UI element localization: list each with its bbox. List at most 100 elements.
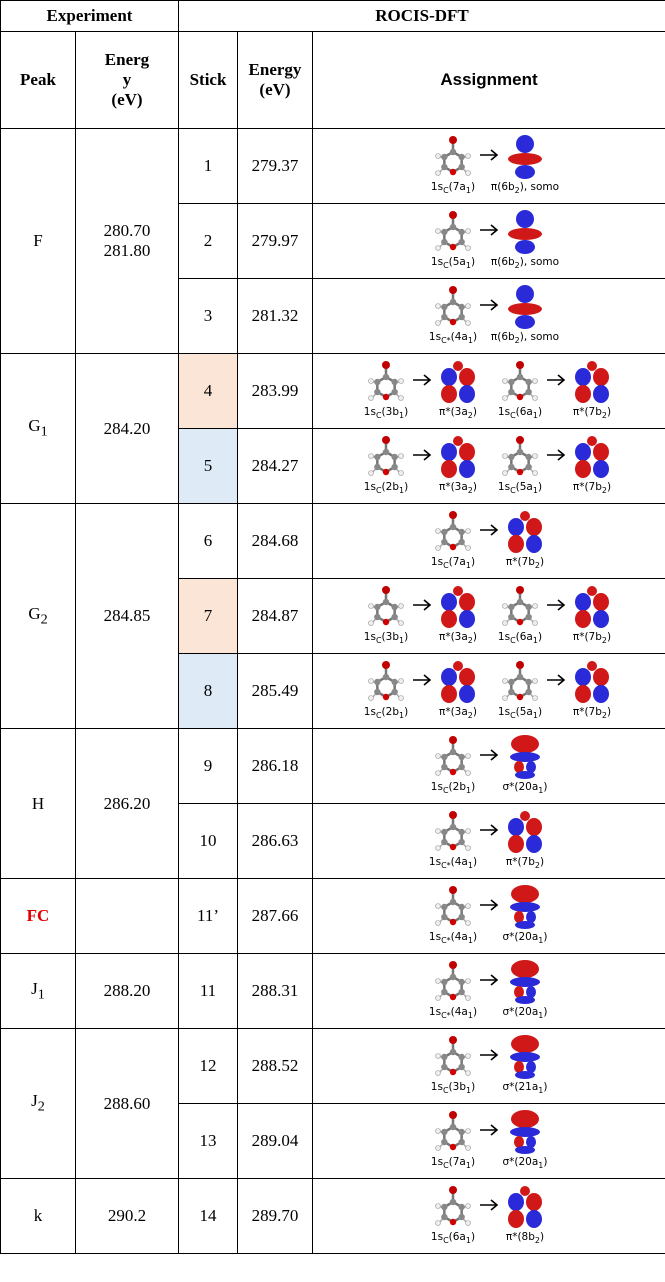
atom xyxy=(517,374,523,380)
acceptor: π*(7b2) xyxy=(500,810,550,872)
atom xyxy=(450,974,456,980)
acceptor: π*(7b2) xyxy=(567,360,617,422)
acceptor-label: σ*(20a1) xyxy=(503,781,548,797)
calc-energy-cell: 284.68 xyxy=(238,504,313,579)
table-row: G2284.856284.681sC(7a1)π*(7b2) xyxy=(1,504,665,579)
calc-energy-cell: 288.31 xyxy=(238,954,313,1029)
hydrogen xyxy=(466,845,471,850)
label-part: ) xyxy=(540,1231,544,1243)
label-part: 1s xyxy=(498,406,510,418)
hydrogen xyxy=(436,245,441,250)
stick-cell: 4 xyxy=(179,354,238,429)
label-part: C* xyxy=(441,861,451,870)
atom xyxy=(508,464,514,470)
transition: 1sC(2b1) π*(3a2) xyxy=(361,435,483,497)
atom xyxy=(508,614,514,620)
atom xyxy=(458,829,464,835)
donor-label: 1sC*(4a1) xyxy=(429,1006,477,1022)
molecule xyxy=(431,885,475,931)
arrow xyxy=(478,1047,500,1063)
lobe xyxy=(520,811,530,821)
orbital xyxy=(436,360,480,406)
hydrogen xyxy=(466,828,471,833)
lobe xyxy=(508,303,542,315)
assignment-cell: 1sC(3b1)σ*(21a1) xyxy=(313,1029,665,1104)
label-part: (4a xyxy=(451,856,468,868)
atom xyxy=(458,529,464,535)
label-part: ) xyxy=(471,1156,475,1168)
hydrogen xyxy=(436,995,441,1000)
lobe xyxy=(587,586,597,596)
atom xyxy=(458,914,464,920)
assignment-cell: 1sC*(4a1)σ*(20a1) xyxy=(313,879,665,954)
acceptor-label: π*(8b2) xyxy=(506,1231,544,1247)
label-part: (2b xyxy=(382,481,399,493)
hydrogen xyxy=(533,453,538,458)
exp-energy-cell: 280.70281.80 xyxy=(76,129,179,354)
lobe xyxy=(441,685,457,703)
lobe xyxy=(515,921,535,929)
lobe xyxy=(515,1146,535,1154)
orbital xyxy=(503,735,547,781)
hydrogen xyxy=(436,153,441,158)
donor-label: 1sC(3b1) xyxy=(364,631,408,647)
hydrogen xyxy=(466,1145,471,1150)
label-part: ) xyxy=(404,481,408,493)
atom xyxy=(441,539,447,545)
atom xyxy=(450,844,456,850)
label-part: 1s xyxy=(364,406,376,418)
lobe xyxy=(508,153,542,165)
label-part: 1s xyxy=(431,556,443,568)
label-part: 1s xyxy=(431,1156,443,1168)
label-part: 1s xyxy=(498,706,510,718)
donor: 1sC*(4a1) xyxy=(428,960,478,1022)
exp-energy: 284.20 xyxy=(76,419,178,439)
column-header: Peak xyxy=(1,32,76,129)
lobe xyxy=(520,1186,530,1196)
lobe xyxy=(459,593,475,611)
lobe xyxy=(575,460,591,478)
atom xyxy=(458,1054,464,1060)
label-part: ) xyxy=(543,931,547,943)
molecule xyxy=(364,585,408,631)
hydrogen xyxy=(503,395,508,400)
atom xyxy=(525,389,531,395)
lobe xyxy=(441,443,457,461)
assignment-cell: 1sC*(4a1)π*(7b2) xyxy=(313,804,665,879)
label-part: (6a xyxy=(516,631,533,643)
acceptor: π*(3a2) xyxy=(433,435,483,497)
hydrogen xyxy=(466,320,471,325)
atom xyxy=(450,1144,456,1150)
label-part: (3b xyxy=(382,631,399,643)
hydrogen xyxy=(466,170,471,175)
hydrogen xyxy=(533,603,538,608)
lobe xyxy=(441,593,457,611)
calc-energy-cell: 289.04 xyxy=(238,1104,313,1179)
lobe xyxy=(526,818,542,836)
acceptor: σ*(20a1) xyxy=(500,960,550,1022)
donor: 1sC(5a1) xyxy=(495,660,545,722)
label-part: ), somo xyxy=(520,181,559,193)
label-part: 1s xyxy=(498,631,510,643)
label-part: ) xyxy=(473,1006,477,1018)
lobe xyxy=(516,210,534,228)
donor: 1sC(2b1) xyxy=(361,435,411,497)
label-part: C* xyxy=(441,1011,451,1020)
lobe xyxy=(593,443,609,461)
atom xyxy=(508,379,514,385)
peak-label: 1 xyxy=(41,424,48,440)
label-part: π*(7b xyxy=(573,406,602,418)
orbital xyxy=(570,360,614,406)
stick-cell: 12 xyxy=(179,1029,238,1104)
atom xyxy=(374,604,380,610)
atom xyxy=(441,314,447,320)
lobe xyxy=(526,835,542,853)
table-row: k290.214289.701sC(6a1)π*(8b2) xyxy=(1,1179,665,1254)
atom xyxy=(383,469,389,475)
hydrogen xyxy=(466,770,471,775)
orbital xyxy=(503,210,547,256)
donor: 1sC(5a1) xyxy=(428,210,478,272)
lobe xyxy=(459,460,475,478)
assignment-cell: 1sC(6a1)π*(8b2) xyxy=(313,1179,665,1254)
label-part: σ*(20a xyxy=(503,781,539,793)
